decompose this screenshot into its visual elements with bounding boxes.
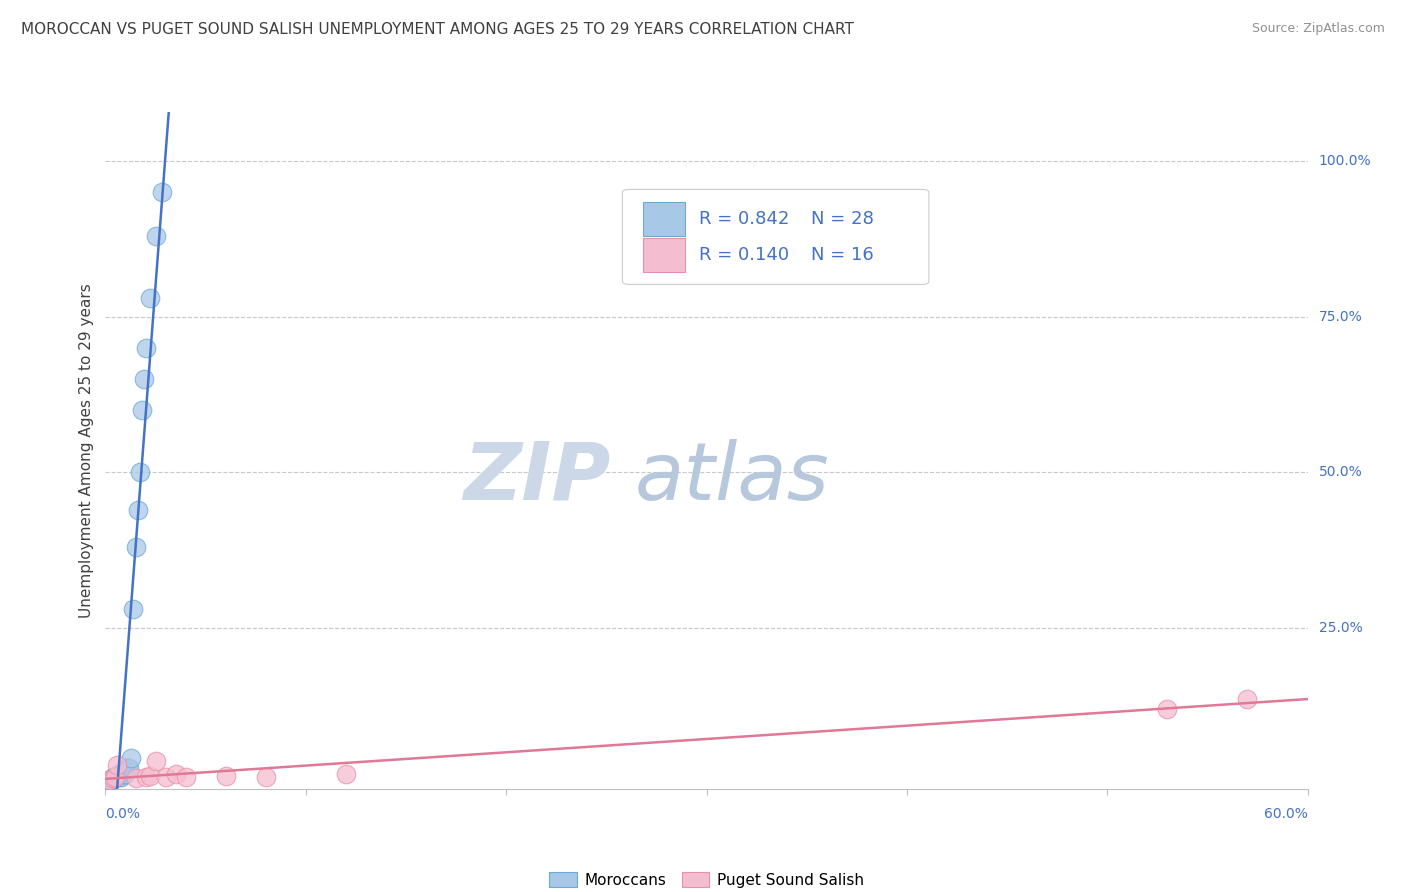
Point [254, 770, 277, 784]
Point [132, 372, 155, 386]
Point [112, 767, 135, 781]
Point [104, 771, 127, 785]
Point [124, 771, 146, 785]
Text: R = 0.140: R = 0.140 [699, 246, 789, 264]
Point [138, 769, 160, 783]
FancyBboxPatch shape [643, 202, 685, 235]
Point [108, 767, 131, 781]
Point [128, 465, 150, 479]
Point [114, 764, 136, 778]
Point [165, 767, 187, 781]
Text: 60.0%: 60.0% [1264, 807, 1308, 822]
Text: 75.0%: 75.0% [1319, 310, 1362, 324]
Point [103, 771, 125, 785]
Point [103, 770, 125, 784]
Point [108, 770, 131, 784]
Point [118, 761, 141, 775]
Point [114, 767, 136, 781]
Point [98, 773, 121, 788]
Point [104, 770, 127, 784]
FancyBboxPatch shape [643, 238, 685, 272]
Point [110, 770, 132, 784]
Text: 50.0%: 50.0% [1319, 466, 1362, 479]
Point [150, 186, 173, 200]
Text: 100.0%: 100.0% [1319, 154, 1371, 169]
Point [100, 773, 122, 788]
Point [104, 770, 127, 784]
Point [131, 403, 153, 417]
Text: Source: ZipAtlas.com: Source: ZipAtlas.com [1251, 22, 1385, 36]
Point [107, 769, 129, 783]
Legend: Moroccans, Puget Sound Salish: Moroccans, Puget Sound Salish [543, 866, 870, 892]
Point [107, 757, 129, 772]
Point [138, 291, 160, 305]
Text: N = 16: N = 16 [811, 246, 875, 264]
Text: ZIP: ZIP [463, 439, 610, 516]
Point [121, 751, 143, 765]
Point [98, 773, 121, 788]
Point [122, 602, 145, 616]
Point [1156, 701, 1178, 715]
FancyBboxPatch shape [623, 189, 929, 285]
Point [117, 761, 139, 775]
Text: N = 28: N = 28 [811, 210, 875, 227]
Point [135, 770, 157, 784]
Point [1236, 692, 1258, 706]
Text: 25.0%: 25.0% [1319, 621, 1362, 635]
Point [135, 341, 157, 355]
Text: atlas: atlas [634, 439, 830, 516]
Point [124, 540, 146, 554]
Text: R = 0.842: R = 0.842 [699, 210, 790, 227]
Point [103, 771, 125, 785]
Text: MOROCCAN VS PUGET SOUND SALISH UNEMPLOYMENT AMONG AGES 25 TO 29 YEARS CORRELATIO: MOROCCAN VS PUGET SOUND SALISH UNEMPLOYM… [21, 22, 853, 37]
Point [155, 770, 177, 784]
Point [214, 769, 236, 783]
Point [110, 767, 132, 781]
Point [127, 502, 149, 516]
Point [335, 767, 357, 781]
Point [174, 770, 197, 784]
Point [100, 773, 122, 788]
Y-axis label: Unemployment Among Ages 25 to 29 years: Unemployment Among Ages 25 to 29 years [79, 283, 94, 618]
Point [145, 228, 167, 243]
Text: 0.0%: 0.0% [105, 807, 141, 822]
Point [145, 755, 167, 769]
